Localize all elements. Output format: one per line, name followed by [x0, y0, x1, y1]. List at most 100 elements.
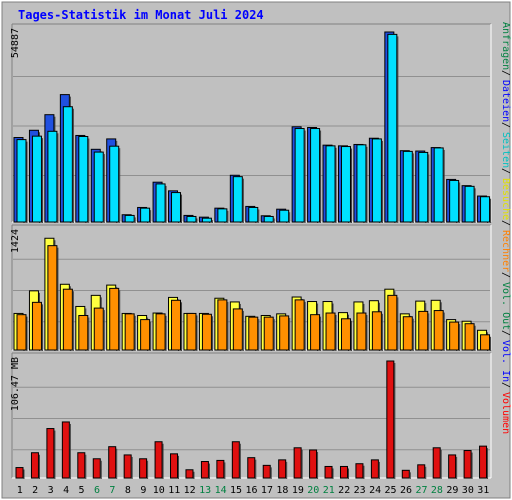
bar-volumen-21	[324, 465, 334, 479]
bar-rechner-18	[279, 315, 291, 351]
x-tick-label: 29	[446, 485, 458, 496]
bar-rechner-12	[186, 312, 198, 351]
bar-volumen-20-body	[309, 449, 318, 479]
bar-volumen-15-body	[231, 441, 240, 479]
bar-volumen-19	[293, 447, 303, 479]
bar-dateien-15-body	[232, 176, 243, 223]
bar-dateien-17-body	[263, 215, 274, 223]
bar-rechner-23	[356, 312, 368, 351]
bar-dateien-10-body	[155, 183, 166, 223]
bar-volumen-27-body	[417, 464, 426, 479]
x-tick-label: 13	[199, 485, 211, 496]
x-tick-label: 26	[400, 485, 412, 496]
bar-volumen-20	[309, 449, 319, 479]
legend-label-besuche: Besuche	[500, 178, 511, 220]
bar-rechner-20	[310, 314, 322, 351]
bar-rechner-16-body	[248, 316, 259, 351]
x-tick-label: 31	[477, 485, 489, 496]
bar-rechner-3	[47, 245, 59, 351]
bar-dateien-1-body	[16, 139, 27, 223]
bar-rechner-23-body	[356, 312, 367, 351]
bar-rechner-19	[294, 299, 306, 351]
bar-volumen-12-body	[185, 469, 194, 479]
bar-dateien-2	[31, 135, 43, 223]
bar-rechner-21-body	[325, 312, 336, 351]
legend-separator: /	[500, 220, 511, 226]
bar-rechner-11	[171, 299, 183, 351]
bar-rechner-7	[109, 287, 121, 351]
bar-dateien-24	[371, 138, 383, 223]
bar-rechner-18-body	[279, 315, 290, 351]
bar-rechner-31-body	[480, 334, 491, 351]
bar-rechner-21	[325, 312, 337, 351]
bar-dateien-26-body	[402, 150, 413, 223]
x-tick-label: 24	[369, 485, 381, 496]
bar-volumen-14	[216, 459, 226, 479]
x-tick-label: 28	[431, 485, 443, 496]
bar-volumen-9	[139, 458, 149, 479]
x-tick-label: 10	[153, 485, 165, 496]
bar-volumen-26-body	[401, 469, 410, 479]
bar-dateien-21	[325, 145, 337, 223]
bar-dateien-31-body	[480, 196, 491, 223]
bar-dateien-2-body	[31, 135, 42, 223]
bar-volumen-13-body	[200, 461, 209, 479]
bar-rechner-6	[93, 307, 105, 351]
bar-volumen-22-body	[339, 465, 348, 479]
bar-rechner-4	[62, 288, 74, 351]
x-tick-label: 7	[109, 485, 115, 496]
x-tick-label: 6	[94, 485, 100, 496]
bar-volumen-16	[247, 457, 257, 479]
x-tick-label: 18	[276, 485, 288, 496]
bar-volumen-17-body	[262, 464, 271, 479]
bar-volumen-22	[339, 465, 349, 479]
bar-dateien-4	[62, 106, 74, 223]
bar-rechner-22-body	[340, 318, 351, 351]
bar-rechner-8	[124, 313, 136, 351]
bar-rechner-20-body	[310, 314, 321, 351]
x-tick-label: 23	[354, 485, 366, 496]
bar-volumen-2	[30, 452, 40, 479]
bar-rechner-27-body	[418, 310, 429, 351]
bar-volumen-23-body	[355, 463, 364, 479]
bar-dateien-5-body	[78, 135, 89, 223]
bar-dateien-7	[109, 145, 121, 223]
bar-volumen-4-body	[61, 421, 70, 479]
legend-separator: /	[500, 122, 511, 128]
legend-separator: /	[500, 382, 511, 388]
bar-rechner-1-body	[16, 314, 27, 351]
bar-volumen-11-body	[170, 453, 179, 479]
bar-dateien-30-body	[464, 185, 475, 223]
bar-dateien-12-body	[186, 215, 197, 223]
bar-volumen-6-body	[92, 458, 101, 479]
bar-volumen-30-body	[463, 450, 472, 479]
bar-volumen-9-body	[139, 458, 148, 479]
bar-rechner-25	[387, 294, 399, 351]
bar-rechner-10	[155, 313, 167, 351]
bar-volumen-7	[108, 446, 118, 479]
bar-volumen-26	[401, 469, 411, 479]
bar-dateien-17	[263, 215, 275, 223]
bar-dateien-25	[387, 33, 399, 223]
bar-dateien-13-body	[201, 217, 212, 223]
bar-dateien-8	[124, 214, 136, 223]
bar-volumen-1-body	[15, 467, 24, 479]
bar-dateien-14	[217, 208, 229, 223]
bar-rechner-8-body	[124, 313, 135, 351]
bar-dateien-14-body	[217, 208, 228, 223]
bar-rechner-4-body	[62, 288, 73, 351]
x-tick-label: 16	[245, 485, 257, 496]
bar-dateien-21-body	[325, 145, 336, 223]
legend-label-rechner: Rechner	[500, 230, 511, 272]
bar-volumen-1	[15, 467, 25, 479]
bar-rechner-1	[16, 314, 28, 351]
bar-rechner-11-body	[171, 299, 182, 351]
bar-volumen-5-body	[77, 452, 86, 479]
bar-dateien-18-body	[279, 209, 290, 223]
bar-volumen-27	[417, 464, 427, 479]
legend-label-seiten: Seiten	[500, 132, 511, 168]
x-tick-label: 1	[17, 485, 23, 496]
bar-rechner-7-body	[109, 287, 120, 351]
bar-volumen-24	[370, 459, 380, 479]
chart-panels: 54887 1424 106.47 MB	[10, 23, 492, 479]
